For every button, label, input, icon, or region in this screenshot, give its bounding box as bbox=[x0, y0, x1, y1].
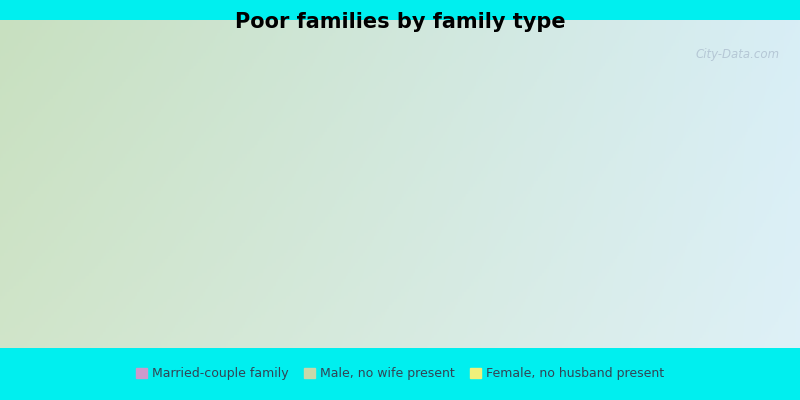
Wedge shape bbox=[258, 63, 626, 255]
Text: City-Data.com: City-Data.com bbox=[696, 48, 780, 61]
Legend: Married-couple family, Male, no wife present, Female, no husband present: Married-couple family, Male, no wife pre… bbox=[136, 368, 664, 380]
Wedge shape bbox=[528, 217, 642, 306]
Text: Poor families by family type: Poor families by family type bbox=[234, 12, 566, 32]
Wedge shape bbox=[158, 110, 319, 306]
